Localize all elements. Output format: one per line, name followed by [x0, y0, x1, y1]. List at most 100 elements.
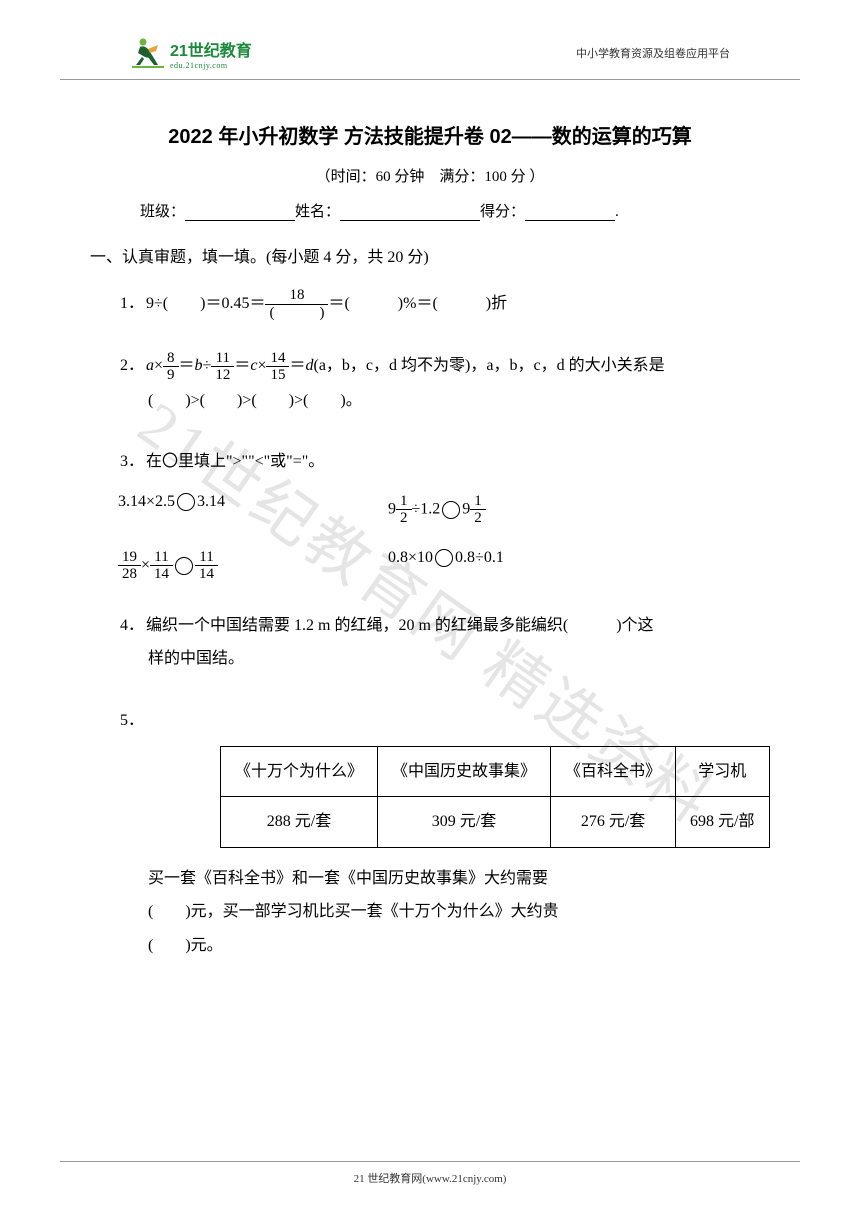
q3-num: 3．: [120, 445, 146, 479]
q2-d: d: [306, 357, 314, 374]
f1t: 19: [118, 549, 141, 567]
q1-num: 1．: [120, 287, 146, 321]
q1-text-a: 9÷( )＝0.45＝: [146, 295, 265, 312]
q3-r2c2-b: 0.8÷0.1: [455, 549, 504, 566]
q3-row2: 1928×11141114 0.8×100.8÷0.1: [118, 549, 770, 583]
info-line: 班级： 姓名： 得分：.: [90, 200, 770, 221]
name-label: 姓名：: [295, 204, 340, 220]
table-cell: 309 元/套: [378, 797, 551, 848]
q2-x1: ×: [154, 357, 163, 374]
logo-sub-text: edu.21cnjy.com: [170, 61, 252, 70]
q3-r1c2-f2t: 1: [470, 493, 486, 511]
f3b: 14: [195, 566, 218, 583]
section-1-head: 一、认真审题，填一填。(每小题 4 分，共 20 分): [90, 243, 770, 267]
q2-eq3: ＝: [289, 357, 305, 374]
time-text: （时间：60 分钟: [316, 169, 425, 185]
q3-mixed1: 912: [388, 493, 412, 527]
table-row: 《十万个为什么》 《中国历史故事集》 《百科全书》 学习机: [221, 746, 770, 797]
q2-cond: (a，b，c，d 均不为零)，a，b，c，d 的大小关系是: [314, 357, 665, 374]
q1-frac-bot: ( ): [265, 305, 328, 322]
q3-r2c1-mid: ×: [141, 557, 150, 574]
logo-icon: [130, 35, 166, 71]
q5-line1: 买一套《百科全书》和一套《中国历史故事集》大约需要: [148, 862, 770, 896]
logo-main-text: 21世纪教育: [170, 37, 252, 61]
name-blank[interactable]: [340, 203, 480, 221]
score-blank[interactable]: [525, 203, 615, 221]
question-2: 2．a×89＝b÷1112＝c×1415＝d(a，b，c，d 均不为零)，a，b…: [120, 349, 770, 417]
q3-r1c1: 3.14×2.5 3.14: [118, 493, 388, 527]
content: 2022 年小升初数学 方法技能提升卷 02——数的运算的巧算 （时间：60 分…: [0, 80, 860, 963]
q2-num: 2．: [120, 349, 146, 383]
q2-eq2: ＝: [234, 357, 250, 374]
q2-frac1: 89: [163, 350, 179, 384]
table-cell: 276 元/套: [551, 797, 676, 848]
table-cell: 698 元/部: [676, 797, 769, 848]
q5-line3: ( )元。: [148, 929, 770, 963]
q3-r2c2: 0.8×10 0.8÷0.1: [388, 549, 504, 583]
q3-r1c1-b: 3.14: [197, 493, 225, 510]
class-blank[interactable]: [185, 203, 295, 221]
q3-mixed2: 912: [462, 493, 486, 527]
q2-f1b: 9: [163, 367, 179, 384]
q2-f3b: 15: [266, 367, 289, 384]
page-title: 2022 年小升初数学 方法技能提升卷 02——数的运算的巧算: [90, 120, 770, 149]
info-tail: .: [615, 204, 619, 220]
question-4: 4．编织一个中国结需要 1.2 m 的红绳，20 m 的红绳最多能编织( )个这…: [120, 609, 770, 676]
compare-circle[interactable]: [175, 557, 193, 575]
q3-head: 在〇里填上">""<"或"="。: [146, 453, 324, 470]
table-header-cell: 《中国历史故事集》: [378, 746, 551, 797]
compare-circle[interactable]: [177, 493, 195, 511]
q3-r2c2-a: 0.8×10: [388, 549, 433, 566]
table-header-cell: 《十万个为什么》: [221, 746, 378, 797]
table-header-cell: 学习机: [676, 746, 769, 797]
q2-x2: ×: [257, 357, 266, 374]
q2-a: a: [146, 357, 154, 374]
q1-text-b: ＝( )%＝( )折: [328, 295, 507, 312]
q3-r1c2-f2b: 2: [470, 510, 486, 527]
header-right-text: 中小学教育资源及组卷应用平台: [576, 45, 730, 61]
q5-line2: ( )元，买一部学习机比买一套《十万个为什么》大约贵: [148, 895, 770, 929]
q3-w1: 9: [388, 501, 396, 518]
class-label: 班级：: [140, 204, 185, 220]
q2-f1t: 8: [163, 350, 179, 368]
q1-frac-top: 18: [265, 287, 328, 305]
compare-circle[interactable]: [442, 501, 460, 519]
q3-w2: 9: [462, 501, 470, 518]
table-header-cell: 《百科全书》: [551, 746, 676, 797]
compare-circle[interactable]: [435, 549, 453, 567]
score-text: 满分：100 分 ）: [439, 169, 544, 185]
table-row: 288 元/套 309 元/套 276 元/套 698 元/部: [221, 797, 770, 848]
question-1: 1．9÷( )＝0.45＝18( )＝( )%＝( )折: [120, 287, 770, 321]
q2-eq1: ＝: [179, 357, 195, 374]
q2-f3t: 14: [266, 350, 289, 368]
q3-r2c1-f3: 1114: [195, 549, 218, 583]
question-5: 5． 《十万个为什么》 《中国历史故事集》 《百科全书》 学习机 288 元/套…: [120, 704, 770, 963]
q3-r1c2-f1b: 2: [396, 510, 412, 527]
logo-text: 21世纪教育 edu.21cnjy.com: [170, 37, 252, 70]
page-footer: 21 世纪教育网(www.21cnjy.com): [60, 1161, 800, 1186]
q3-r1c1-a: 3.14×2.5: [118, 493, 175, 510]
subtitle: （时间：60 分钟 满分：100 分 ）: [90, 165, 770, 186]
q5-table: 《十万个为什么》 《中国历史故事集》 《百科全书》 学习机 288 元/套 30…: [220, 746, 770, 848]
q3-r1c2-mid: ÷1.2: [412, 501, 441, 518]
q2-b: b: [195, 357, 203, 374]
q3-r1c2-f1t: 1: [396, 493, 412, 511]
q4-num: 4．: [120, 609, 146, 643]
score-label: 得分：: [480, 204, 525, 220]
f2b: 14: [150, 566, 173, 583]
q2-f2t: 11: [211, 350, 234, 368]
table-cell: 288 元/套: [221, 797, 378, 848]
q3-r2c1-f1: 1928: [118, 549, 141, 583]
f3t: 11: [195, 549, 218, 567]
q2-frac3: 1415: [266, 350, 289, 384]
q3-r2c1: 1928×11141114: [118, 549, 388, 583]
f2t: 11: [150, 549, 173, 567]
q4-text-a: 编织一个中国结需要 1.2 m 的红绳，20 m 的红绳最多能编织( )个这: [146, 617, 654, 634]
q1-frac: 18( ): [265, 287, 328, 321]
logo: 21世纪教育 edu.21cnjy.com: [130, 35, 252, 71]
q3-row1: 3.14×2.53.14 912÷1.2912: [118, 493, 770, 527]
q2-line2: ( )>( )>( )>( )。: [148, 384, 770, 418]
q3-r1c2: 912÷1.2912: [388, 493, 486, 527]
q2-f2b: 12: [211, 367, 234, 384]
q2-frac2: 1112: [211, 350, 234, 384]
